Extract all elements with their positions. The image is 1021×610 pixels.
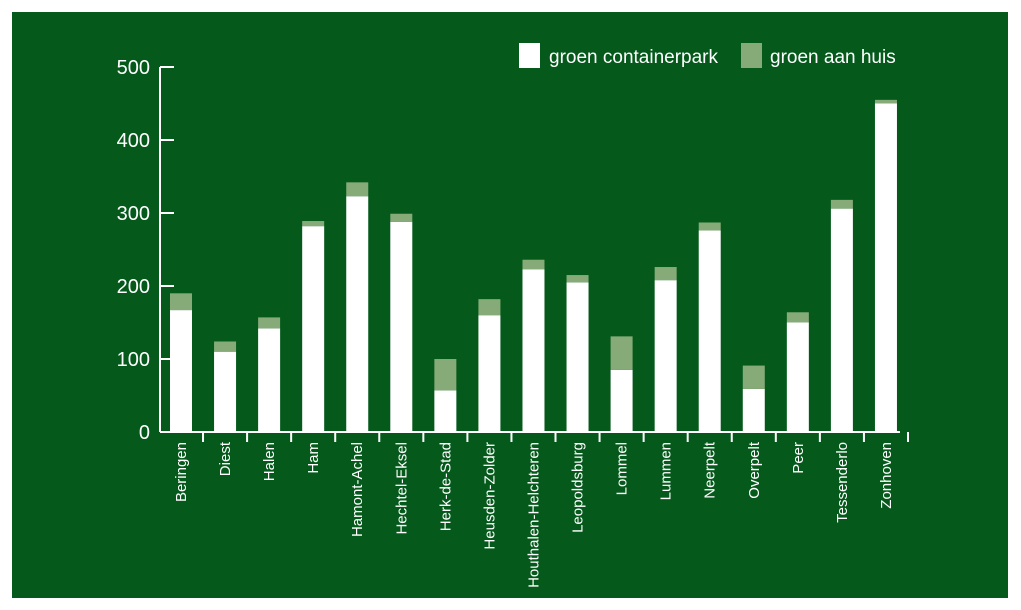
bar-aan-huis-hamont-achel [346,182,369,197]
x-label-overpelt: Overpelt [746,441,763,499]
bar-aan-huis-hechtel-eksel [390,213,413,222]
bar-aan-huis-ham [302,221,325,227]
bar-containerpark-lummen [654,280,677,432]
bar-aan-huis-diest [214,341,237,352]
bar-aan-huis-peer [786,312,809,323]
bar-aan-huis-overpelt [742,365,765,389]
x-label-lummen: Lummen [658,442,675,500]
bar-aan-huis-beringen [170,293,192,311]
legend-label-containerpark: groen containerpark [549,47,718,68]
y-tick-label-200: 200 [117,276,150,298]
y-tick-label-300: 300 [117,203,150,225]
bar-aan-huis-zonhoven [874,99,897,104]
bar-containerpark-overpelt [742,388,765,432]
bar-aan-huis-heusden-zolder [478,299,501,316]
bar-containerpark-herk-de-stad [434,390,457,432]
bar-aan-huis-tessenderlo [830,199,853,209]
bar-containerpark-peer [786,322,809,432]
bar-containerpark-ham [302,226,325,432]
x-label-lommel: Lommel [614,442,631,495]
bar-containerpark-neerpelt [698,230,721,432]
bar-aan-huis-neerpelt [698,222,721,231]
bar-containerpark-heusden-zolder [478,315,501,432]
x-label-peer: Peer [790,442,807,474]
y-tick-label-500: 500 [117,57,150,79]
legend-swatch-containerpark [519,43,540,68]
x-label-hechtel-eksel: Hechtel-Eksel [393,442,410,535]
bar-aan-huis-houthalen-helchteren [522,259,545,270]
chart-panel: 0 100 200 300 400 500 Beringen Diest Halen Ham Ham… [12,12,1008,598]
legend-swatch-aan-huis [741,43,762,68]
x-label-houthalen-helchteren: Houthalen-Helchteren [525,442,542,588]
bar-containerpark-zonhoven [874,103,897,432]
bar-containerpark-diest [214,351,237,432]
x-label-ham: Ham [305,442,322,474]
x-label-herk-de-stad: Herk-de-Stad [437,442,454,531]
bar-aan-huis-herk-de-stad [434,359,457,391]
bar-containerpark-halen [258,328,281,432]
bar-containerpark-beringen [170,310,192,432]
bar-containerpark-houthalen-helchteren [522,269,545,432]
legend: groen containerpark groen aan huis [519,43,896,68]
x-label-halen: Halen [261,442,278,481]
bar-aan-huis-lummen [654,267,677,281]
x-label-diest: Diest [217,441,234,476]
bar-aan-huis-leopoldsburg [566,275,589,283]
x-label-leopoldsburg: Leopoldsburg [570,442,587,533]
y-tick-label-0: 0 [139,422,150,444]
y-tick-label-400: 400 [117,130,150,152]
bar-aan-huis-halen [258,317,281,329]
bar-containerpark-hamont-achel [346,196,369,432]
bar-containerpark-tessenderlo [830,208,853,432]
x-label-neerpelt: Neerpelt [702,441,719,499]
legend-label-aan-huis: groen aan huis [770,47,896,68]
bars-group [170,99,897,432]
bar-aan-huis-lommel [610,336,633,370]
bar-containerpark-leopoldsburg [566,282,589,432]
bar-containerpark-lommel [610,369,633,432]
axes-group: 0 100 200 300 400 500 Beringen Diest Halen Ham Ham… [117,57,909,588]
y-tick-label-100: 100 [117,349,150,371]
bar-containerpark-hechtel-eksel [390,221,413,432]
stacked-bar-chart: 0 100 200 300 400 500 Beringen Diest Halen Ham Ham… [117,43,909,588]
x-label-tessenderlo: Tessenderlo [834,442,851,523]
x-label-hamont-achel: Hamont-Achel [349,442,366,537]
x-label-heusden-zolder: Heusden-Zolder [481,442,498,550]
x-label-beringen: Beringen [173,442,190,502]
x-label-zonhoven: Zonhoven [878,442,895,509]
